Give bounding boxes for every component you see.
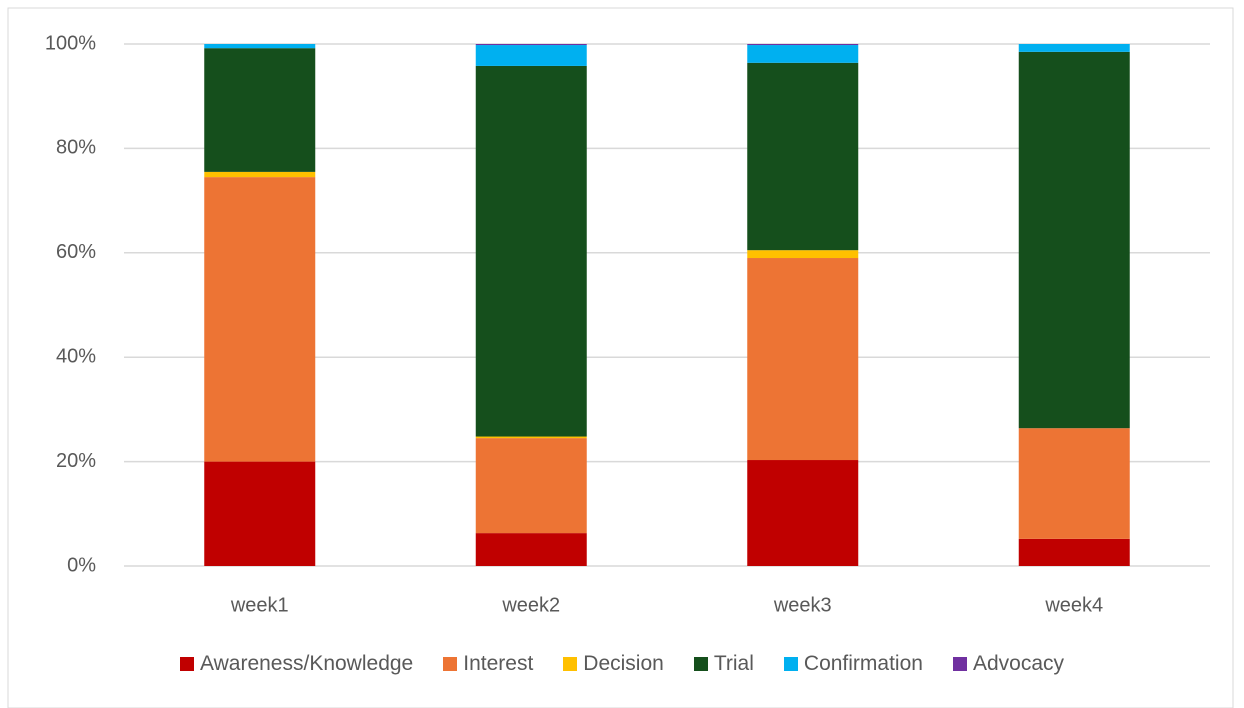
bar-segment [204,44,316,49]
bar-segment [475,44,587,46]
bar-segment [747,250,859,259]
bar-segment [747,460,859,566]
x-tick-label: week1 [230,594,289,616]
bar-segment [747,258,859,461]
legend-item: Confirmation [783,652,923,676]
x-tick-label: week3 [773,594,832,616]
bar-segment [475,45,587,66]
legend-swatch [693,657,708,671]
legend-swatch [783,657,798,671]
y-tick-label: 0% [67,554,96,576]
bar-segment [1018,51,1130,429]
legend-label: Awareness/Knowledge [199,652,414,675]
bar-segment [747,62,859,251]
bar-segment [204,48,316,172]
legend-item: Interest [443,652,533,676]
legend-item: Awareness/Knowledge [179,652,414,676]
y-tick-label: 20% [56,450,96,472]
bar-segment [1018,428,1130,539]
bar-segment [747,44,859,46]
x-tick-label: week2 [501,594,560,616]
bar-segment [1018,44,1130,52]
legend-label: Interest [463,652,534,675]
legend: Awareness/Knowledge Interest Decision Trial… [0,652,1244,676]
legend-label: Trial [713,652,754,675]
x-tick-label: week4 [1044,594,1103,616]
bar-segment [747,45,859,63]
bar-segment [475,65,587,437]
y-tick-label: 100% [45,32,96,54]
legend-label: Advocacy [972,652,1065,675]
y-tick-label: 80% [56,137,96,159]
bar-segment [204,177,316,462]
y-tick-label: 40% [56,345,96,367]
legend-swatch [952,657,967,671]
legend-label: Decision [583,652,664,675]
legend-item: Advocacy [952,652,1065,676]
legend-swatch [443,657,458,671]
legend-item: Trial [693,652,754,676]
legend-swatch [179,657,194,671]
legend-swatch [563,657,578,671]
bar-segment [475,533,587,566]
bar-segment [1018,538,1130,566]
bar-segment [475,438,587,534]
bar-segment [475,436,587,439]
bar-segment [204,461,316,566]
legend-label: Confirmation [803,652,923,675]
y-tick-label: 60% [56,241,96,263]
legend-item: Decision [563,652,664,676]
bar-segment [204,171,316,178]
